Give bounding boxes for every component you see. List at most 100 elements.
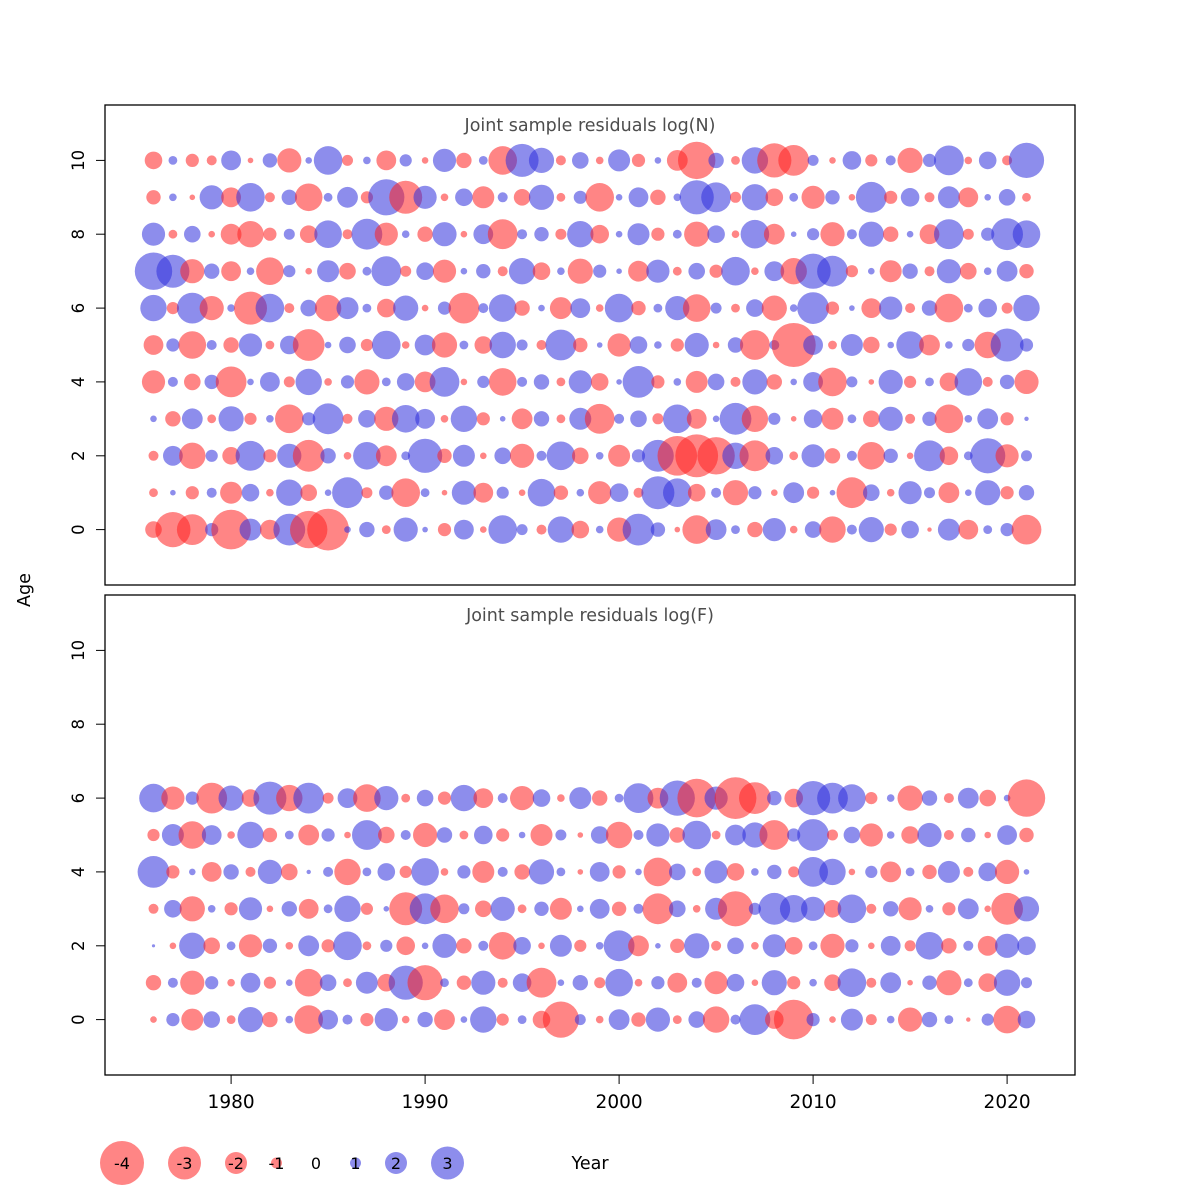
residual-bubble: [809, 978, 817, 987]
residual-bubble: [963, 303, 973, 313]
residual-bubble: [381, 525, 391, 534]
legend-value: -3: [177, 1154, 193, 1173]
residual-bubble: [146, 190, 161, 205]
residual-bubble: [787, 976, 801, 990]
residual-bubble: [487, 219, 518, 250]
residual-bubble: [257, 859, 282, 885]
residual-bubble: [863, 484, 880, 502]
residual-bubble: [604, 293, 634, 323]
residual-bubble: [730, 191, 741, 203]
legend-value: 2: [391, 1154, 401, 1173]
residual-bubble: [790, 378, 797, 386]
residual-bubble: [313, 146, 343, 175]
residual-bubble: [517, 376, 528, 387]
residual-bubble: [905, 867, 915, 877]
residual-bubble: [884, 523, 897, 536]
residual-bubble: [623, 783, 654, 813]
residual-bubble: [532, 262, 551, 281]
legend-value: 0: [311, 1154, 321, 1173]
residual-bubble: [921, 1011, 938, 1028]
residual-bubble: [572, 975, 588, 991]
residual-bubble: [343, 452, 352, 460]
residual-bubble: [362, 303, 372, 313]
residual-bubble: [924, 266, 935, 277]
residual-bubble: [460, 230, 468, 238]
residual-bubble: [557, 267, 565, 276]
y-tick-label: 10: [69, 640, 88, 661]
residual-bubble: [488, 368, 517, 396]
residual-bubble: [294, 1005, 324, 1034]
residual-bubble: [393, 517, 418, 542]
residual-bubble: [178, 331, 207, 359]
residual-bubble: [497, 192, 508, 203]
residual-bubble: [549, 297, 572, 320]
residual-bubble: [979, 789, 996, 807]
residual-bubble: [963, 978, 973, 988]
residual-bubble: [374, 406, 399, 431]
residual-bubble: [880, 861, 902, 883]
residual-bubble: [978, 973, 997, 992]
residual-bubble: [436, 827, 453, 843]
residual-bubble: [344, 831, 351, 839]
residual-bubble: [829, 1016, 836, 1023]
residual-bubble: [417, 1011, 433, 1028]
residual-bubble: [747, 521, 763, 538]
residual-bubble: [900, 188, 920, 207]
residual-bubble: [712, 341, 720, 349]
residual-bubble: [457, 865, 471, 879]
residual-bubble: [901, 826, 919, 844]
residual-bubble: [692, 867, 702, 877]
residual-bubble: [993, 969, 1021, 996]
residual-bubble: [456, 938, 472, 954]
residual-bubble: [605, 821, 633, 849]
residual-bubble: [475, 900, 492, 918]
residual-bubble: [245, 866, 256, 877]
residual-bubble: [717, 891, 754, 927]
residual-bubble: [360, 1013, 374, 1027]
residual-bubble: [440, 193, 449, 202]
residual-bubble: [573, 337, 588, 353]
residual-bubble: [285, 942, 294, 950]
residual-bubble: [731, 525, 740, 534]
residual-bubble: [323, 192, 333, 202]
residual-bubble: [787, 828, 801, 842]
residual-bubble: [849, 305, 855, 311]
residual-bubble: [605, 968, 633, 997]
residual-bubble: [592, 790, 608, 806]
residual-bubble: [655, 943, 661, 949]
x-tick-label: 2010: [790, 1092, 837, 1113]
residual-bubble: [556, 867, 566, 877]
residual-bubble: [215, 366, 247, 398]
residual-bubble: [353, 784, 381, 812]
y-tick-label: 6: [69, 303, 88, 314]
residual-bubble: [783, 482, 805, 504]
residual-bubble: [534, 901, 549, 916]
residual-bubble: [141, 370, 166, 394]
residual-bubble: [1001, 302, 1013, 314]
residual-bubble: [401, 230, 410, 238]
residual-bubble: [211, 509, 251, 550]
residual-bubble: [742, 369, 768, 395]
residual-bubble: [416, 262, 434, 281]
residual-bubble: [148, 903, 159, 914]
residual-bubble: [819, 858, 846, 886]
residual-bubble: [401, 341, 410, 349]
residual-bubble: [766, 374, 782, 390]
x-tick-label: 1980: [208, 1092, 255, 1113]
residual-bubble: [572, 447, 589, 465]
residual-bubble: [180, 259, 205, 284]
residual-bubble: [362, 266, 372, 276]
residual-bubble: [363, 156, 371, 165]
residual-bubble: [218, 785, 244, 811]
residual-bubble: [459, 340, 469, 350]
residual-bubble: [407, 965, 443, 1001]
residual-bubble: [765, 188, 784, 207]
residual-bubble: [474, 336, 493, 354]
residual-bubble: [281, 901, 297, 917]
residual-bubble: [789, 192, 799, 202]
residual-bubble: [400, 830, 411, 840]
residual-bubble: [246, 267, 255, 276]
residual-bubble: [221, 187, 242, 208]
residual-bubble: [719, 402, 752, 435]
residual-bubble: [355, 971, 378, 994]
